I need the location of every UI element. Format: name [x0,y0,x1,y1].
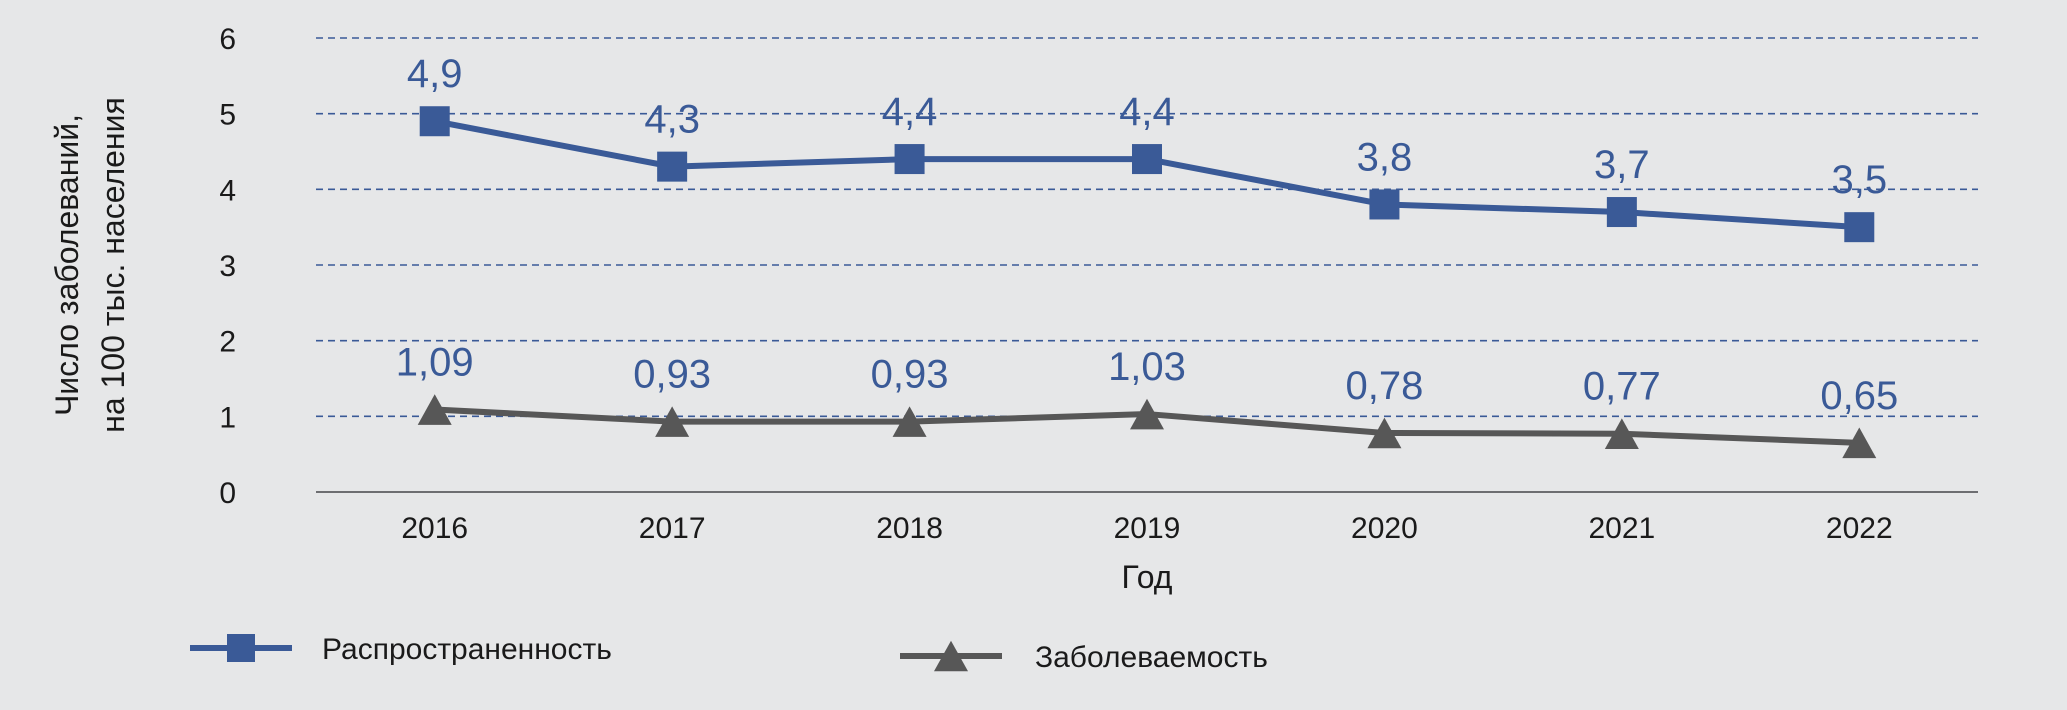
x-axis-title: Год [1122,559,1173,595]
square-marker [1606,197,1637,228]
legend: Распространенность Заболеваемость [190,633,1268,674]
square-marker [1369,189,1400,220]
data-label: 3,5 [1831,158,1887,202]
square-marker [1132,144,1162,175]
legend-label: Распространенность [322,633,612,666]
square-marker [894,144,925,175]
y-tick-label: 6 [219,23,236,56]
square-marker [227,634,255,662]
data-label: 0,77 [1583,365,1661,409]
data-label: 0,93 [871,353,949,397]
grid-lines [316,37,1978,418]
data-label: 3,8 [1357,135,1413,179]
data-label: 0,65 [1820,374,1898,418]
triangle-marker [417,394,452,425]
x-tick-label: 2022 [1826,512,1893,545]
y-tick-label: 4 [219,174,236,207]
legend-item: Распространенность [190,633,612,666]
data-label: 1,09 [396,341,474,385]
x-tick-label: 2018 [876,512,943,545]
square-marker [657,151,688,182]
data-label: 4,4 [1119,90,1175,134]
y-axis-ticks: 0 1 2 3 4 5 6 [219,23,236,510]
x-tick-label: 2017 [639,512,706,545]
y-tick-label: 3 [219,250,236,283]
data-label: 0,78 [1345,364,1423,408]
legend-item: Заболеваемость [900,640,1268,674]
x-tick-label: 2016 [401,512,468,545]
triangle-marker [934,640,968,672]
square-marker [419,106,450,137]
y-axis-title-line: Число заболеваний, [49,114,85,416]
triangle-marker [1842,427,1877,459]
y-tick-label: 5 [219,99,236,132]
y-axis-title: Число заболеваний, на 100 тыс. населения [49,97,131,433]
series-2: 1,09 0,93 0,93 1,03 0,78 0,77 0,65 [396,341,1898,459]
series-group: 4,9 4,3 4,4 4,4 3,8 3,7 3,5 1,09 0,93 0,93 1,03 0,7… [396,52,1898,459]
triangle-marker [892,406,927,437]
y-tick-label: 2 [219,326,236,359]
data-label: 0,93 [633,353,711,397]
triangle-marker [655,406,690,437]
legend-label: Заболеваемость [1035,641,1268,674]
square-marker [1844,212,1875,243]
triangle-marker [1604,418,1639,450]
series-1: 4,9 4,3 4,4 4,4 3,8 3,7 3,5 [407,52,1887,243]
y-tick-label: 0 [219,477,236,510]
x-axis-ticks: 2016 2017 2018 2019 2020 2021 2022 [401,512,1892,545]
x-tick-label: 2019 [1114,512,1181,545]
data-label: 4,4 [882,90,938,134]
y-axis-title-line: на 100 тыс. населения [95,97,131,433]
data-label: 4,9 [407,52,463,96]
triangle-marker [1367,417,1402,449]
triangle-marker [1130,398,1164,430]
data-label: 3,7 [1594,143,1650,187]
x-tick-label: 2020 [1351,512,1418,545]
data-label: 1,03 [1108,345,1186,389]
x-tick-label: 2021 [1588,512,1655,545]
data-label: 4,3 [644,98,700,142]
y-tick-label: 1 [219,401,236,434]
